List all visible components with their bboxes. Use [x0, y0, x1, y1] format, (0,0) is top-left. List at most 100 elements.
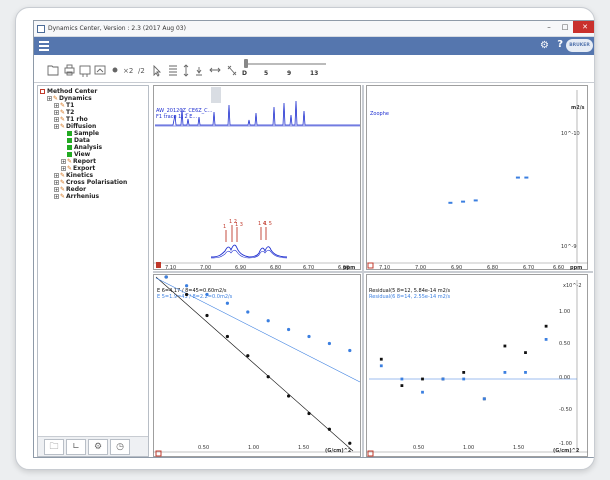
tree-item[interactable]: Analysis: [61, 144, 102, 151]
gear-icon[interactable]: ⚙: [540, 40, 549, 51]
x-tick-label: 1.50: [513, 445, 524, 451]
pen-icon: ✎: [60, 193, 66, 200]
tree-item[interactable]: + ✎Report: [61, 158, 96, 165]
tree-item-label: T1: [66, 102, 75, 109]
expand-toggle[interactable]: +: [47, 96, 52, 101]
tree-item[interactable]: + ✎T1: [54, 102, 74, 109]
dataset-name: AW_20120Z_CE6Z_C...: [156, 108, 213, 114]
stopwatch-tab-icon[interactable]: ◷: [110, 439, 130, 455]
folder-tab-icon[interactable]: 🗀: [44, 439, 64, 455]
stack-icon[interactable]: [169, 65, 177, 76]
expand-toggle[interactable]: +: [61, 159, 66, 164]
tree-item[interactable]: + ✎T2: [54, 109, 74, 116]
maximize-button[interactable]: □: [561, 23, 569, 31]
title-bar: Dynamics Center, Version : 2.3 (2017 Aug…: [34, 21, 594, 37]
expand-toggle[interactable]: +: [54, 117, 59, 122]
tree-item[interactable]: Data: [61, 137, 90, 144]
data-point: [515, 176, 520, 179]
pen-icon: ✎: [67, 165, 73, 172]
settings-tab-icon[interactable]: ⚙: [88, 439, 108, 455]
horizontal-scale-icon[interactable]: [209, 67, 221, 73]
tree-item[interactable]: + ✎Kinetics: [54, 172, 93, 179]
tree-item-label: Analysis: [74, 144, 103, 151]
bruker-logo: BRUKER: [566, 39, 593, 52]
tree-item[interactable]: + ✎Dynamics: [47, 95, 92, 102]
expand-toggle[interactable]: +: [54, 124, 59, 129]
red-marker-icon: [156, 262, 161, 268]
green-square-icon: [67, 138, 72, 143]
expand-toggle[interactable]: +: [54, 110, 59, 115]
x-tick-label: 0.50: [413, 445, 424, 451]
x-tick-label: 6.90: [451, 265, 462, 271]
toolbar: ×2 /2 D 5 9 13: [34, 55, 594, 83]
peak-label-1: 1: [223, 224, 226, 230]
tree-item[interactable]: + ✎T1 rho: [54, 116, 88, 123]
slider-thumb[interactable]: [244, 59, 248, 68]
pen-icon: ✎: [67, 158, 73, 165]
measure-icon[interactable]: [227, 65, 237, 76]
fit-line-blue: [155, 277, 361, 383]
tree-item[interactable]: + ✎Redor: [54, 186, 86, 193]
panel-top-left: 1 1 2 1 3 1 4 1 5 AW_20120Z_CE6Z_C... F1…: [153, 87, 360, 271]
screen-capture-icon[interactable]: [94, 65, 106, 75]
pen-icon: ✎: [60, 102, 66, 109]
peak-markers: [225, 225, 267, 242]
app-header-bar: ⚙ ? BRUKER: [34, 37, 594, 55]
screenshot-frame: Dynamics Center, Version : 2.3 (2017 Aug…: [15, 7, 595, 470]
panel-bottom-right: Residual(5 8=12, 5.84e-14 m2/s Residual(…: [366, 280, 588, 457]
minimize-button[interactable]: –: [547, 23, 551, 31]
peak-label-3: 1 3: [235, 222, 243, 228]
y-tick-label: 1.00: [559, 309, 570, 315]
vertical-scale-icon[interactable]: [183, 64, 189, 77]
baseline-icon[interactable]: [196, 67, 202, 76]
x-tick-label: 6.70: [303, 265, 314, 271]
data-point: [482, 397, 486, 401]
chart-tab-icon[interactable]: ∟: [66, 439, 86, 455]
open-folder-icon[interactable]: [47, 65, 59, 76]
tree-item[interactable]: + ✎Diffusion: [54, 123, 96, 130]
expand-toggle[interactable]: +: [54, 187, 59, 192]
expand-toggle[interactable]: +: [54, 194, 59, 199]
y-tick-1: 10^-10: [561, 131, 580, 137]
tree-tab-bar: 🗀 ∟ ⚙ ◷: [38, 436, 148, 456]
print-icon[interactable]: [64, 64, 75, 76]
spectrum-fit-line: [210, 249, 288, 259]
tree-item[interactable]: + ✎Arrhenius: [54, 193, 99, 200]
panel-top-right-frame: [366, 85, 588, 270]
tree-item[interactable]: + ✎Cross Polarisation: [54, 179, 127, 186]
fit-line-black: [155, 276, 354, 452]
pen-icon: ✎: [53, 95, 59, 102]
expand-toggle[interactable]: +: [61, 166, 66, 171]
tree-item[interactable]: + ✎Export: [61, 165, 95, 172]
dot-icon[interactable]: [112, 67, 118, 73]
plot-panels: 1 1 2 1 3 1 4 1 5 AW_20120Z_CE6Z_C... F1…: [153, 85, 593, 457]
dataset-label: Zoophe: [370, 111, 389, 117]
tree-item-label: Kinetics: [66, 172, 94, 179]
x-tick-label: 6.90: [235, 265, 246, 271]
expand-toggle[interactable]: +: [54, 103, 59, 108]
tree-item[interactable]: View: [61, 151, 90, 158]
tree-item[interactable]: Sample: [61, 130, 99, 137]
data-point: [544, 338, 548, 341]
app-window: Dynamics Center, Version : 2.3 (2017 Aug…: [33, 20, 594, 458]
peak-label-5: 1 5: [264, 221, 272, 227]
expand-toggle[interactable]: +: [54, 180, 59, 185]
slider-label-13: 13: [310, 70, 319, 77]
expand-toggle[interactable]: +: [54, 173, 59, 178]
zoom-x2-button[interactable]: ×2: [123, 67, 133, 75]
tree-root[interactable]: Method Center: [40, 88, 97, 95]
pen-icon: ✎: [60, 186, 66, 193]
export-image-icon[interactable]: [79, 65, 91, 77]
data-point: [246, 354, 250, 358]
zoom-div2-button[interactable]: /2: [138, 67, 145, 75]
method-center-tree: Method Center + ✎Dynamics + ✎T1 + ✎T2 + ✎T1 rho…: [37, 85, 149, 457]
projection-trace: [155, 100, 360, 126]
help-button[interactable]: ?: [557, 39, 563, 50]
hamburger-icon[interactable]: [39, 41, 49, 51]
cursor-icon[interactable]: [153, 64, 162, 77]
x-tick-label: 6.60: [553, 265, 564, 271]
contour-level-slider[interactable]: D 5 9 13: [242, 59, 330, 80]
tree-item-label: Dynamics: [59, 95, 92, 102]
close-button[interactable]: ✕: [573, 21, 594, 33]
tree-root-label: Method Center: [47, 88, 98, 95]
